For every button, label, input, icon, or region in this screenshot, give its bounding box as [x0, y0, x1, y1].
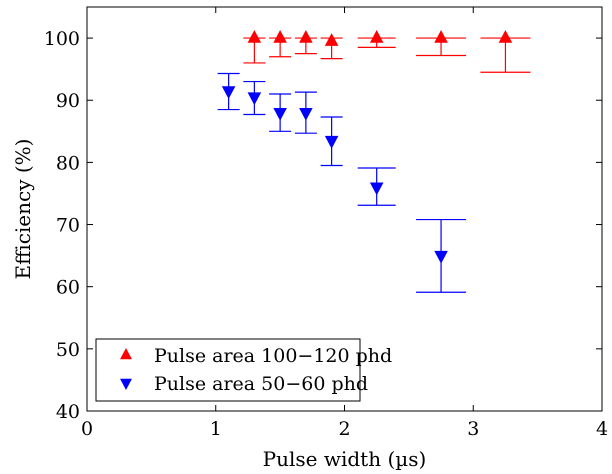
data-point: [434, 250, 448, 264]
legend: Pulse area 100−120 phd Pulse area 50−60 …: [95, 338, 392, 402]
data-point: [247, 30, 262, 43]
y-tick-label: 80: [56, 152, 80, 174]
data-point: [247, 92, 262, 106]
y-tick-label: 60: [56, 277, 80, 299]
series-0: [243, 30, 531, 73]
x-tick-label: 3: [467, 418, 479, 440]
y-tick-label: 100: [44, 28, 80, 50]
y-tick-label: 50: [56, 339, 80, 361]
data-point: [221, 86, 236, 99]
legend-entry-pulse-area-50-60: Pulse area 50−60 phd: [154, 373, 368, 395]
data-point: [273, 30, 287, 43]
legend-box: [95, 338, 361, 402]
data-point: [299, 107, 313, 121]
axis-ticks: [86, 7, 603, 412]
data-point: [273, 107, 287, 121]
data-point: [434, 30, 448, 43]
x-tick-label: 0: [81, 418, 93, 440]
x-tick-label: 4: [596, 418, 608, 440]
x-axis-label: Pulse width (µs): [263, 447, 427, 471]
legend-marker-triangle-down: [120, 378, 132, 390]
y-tick-label: 70: [56, 215, 80, 237]
y-axis-label: Efficiency (%): [11, 139, 35, 280]
data-point: [498, 30, 513, 43]
x-tick-label: 2: [338, 418, 350, 440]
legend-marker-triangle-up: [120, 348, 132, 360]
data-point: [324, 135, 339, 149]
axis-tick-labels: 0 1 2 3 4 40 50 60 70 80 90 100: [44, 28, 608, 440]
data-point: [369, 30, 384, 43]
y-tick-label: 40: [56, 401, 80, 423]
series-1: [217, 72, 467, 293]
data-point: [299, 30, 313, 43]
data-point: [369, 182, 384, 196]
data-point: [324, 33, 339, 46]
legend-entry-pulse-area-100-120: Pulse area 100−120 phd: [154, 345, 392, 367]
series-layer: [217, 30, 531, 293]
x-tick-label: 1: [210, 418, 222, 440]
y-tick-label: 90: [56, 90, 80, 112]
